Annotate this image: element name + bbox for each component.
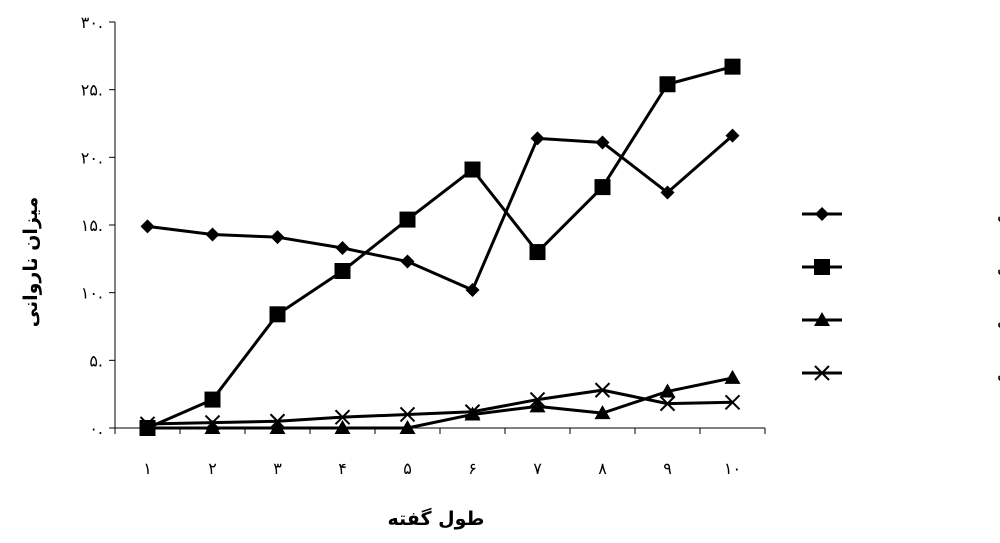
data-point-triangle bbox=[334, 420, 351, 434]
data-point-diamond bbox=[270, 230, 285, 245]
data-point-square bbox=[529, 244, 546, 261]
legend-marker-diamond bbox=[815, 207, 829, 221]
data-point-triangle bbox=[269, 420, 286, 434]
x-axis-title: طول گفته bbox=[388, 507, 485, 530]
x-tick-label: ۶ bbox=[468, 459, 477, 478]
data-point-square bbox=[659, 76, 676, 93]
data-point-x bbox=[139, 416, 156, 432]
series-group bbox=[139, 58, 741, 436]
data-point-x bbox=[399, 406, 416, 423]
y-axis-ticks: ۰. ۵. ۱۰. ۱۵. ۲۰. ۲۵. ۳۰. bbox=[81, 13, 115, 438]
x-tick-label: ۷ bbox=[533, 459, 542, 478]
data-point-square bbox=[269, 306, 286, 323]
data-point-x bbox=[464, 404, 481, 420]
data-point-diamond bbox=[400, 254, 415, 269]
legend-item: پیچیده-غیرلکنتی bbox=[802, 363, 1000, 384]
data-point-square bbox=[464, 161, 481, 178]
data-point-x bbox=[594, 382, 611, 398]
data-point-square bbox=[399, 211, 416, 228]
data-point-x bbox=[724, 394, 741, 410]
series-x bbox=[139, 382, 741, 432]
legend-item: پیچیده-لکنتی bbox=[802, 257, 1000, 278]
series-square bbox=[139, 58, 741, 436]
y-tick-label: ۰. bbox=[89, 419, 103, 438]
legend-label: پیچیده-لکنتی bbox=[997, 257, 1000, 278]
x-tick-label: ۳ bbox=[273, 459, 282, 478]
series-line bbox=[147, 134, 734, 292]
data-point-diamond bbox=[140, 219, 155, 234]
legend: ساده-لکنتی پیچیده-لکنتی ساده-غیرلکنتی پیچید… bbox=[802, 204, 1000, 384]
data-point-diamond bbox=[465, 282, 480, 297]
x-tick-label: ۱۰ bbox=[724, 459, 741, 478]
data-point-x bbox=[529, 391, 546, 408]
legend-marker-x bbox=[814, 365, 830, 381]
data-point-square bbox=[334, 263, 351, 280]
x-tick-label: ۹ bbox=[663, 459, 672, 478]
series-line bbox=[147, 388, 733, 426]
y-tick-label: ۱۰. bbox=[81, 284, 103, 303]
data-point-diamond bbox=[725, 128, 740, 143]
data-point-triangle bbox=[204, 420, 221, 434]
y-tick-label: ۱۵. bbox=[81, 216, 103, 235]
y-axis-title: میزان ناروانی bbox=[20, 197, 42, 328]
x-tick-label: ۲ bbox=[208, 459, 217, 478]
y-tick-label: ۲۵. bbox=[81, 81, 103, 100]
x-tick-label: ۴ bbox=[338, 459, 347, 478]
x-axis-ticks: ۱ ۲ ۳ ۴ ۵ ۶ ۷ ۸ ۹ ۱۰ bbox=[114, 428, 766, 478]
data-point-triangle bbox=[139, 420, 156, 434]
data-point-x bbox=[334, 409, 351, 425]
y-tick-label: ۲۰. bbox=[81, 148, 103, 167]
data-point-triangle bbox=[399, 420, 416, 434]
legend-marker-triangle bbox=[814, 312, 830, 326]
data-point-diamond bbox=[660, 185, 675, 200]
y-tick-label: ۵. bbox=[89, 351, 103, 370]
series-line bbox=[146, 65, 733, 430]
data-point-diamond bbox=[205, 227, 220, 242]
data-point-diamond bbox=[335, 241, 350, 256]
data-point-triangle bbox=[529, 398, 546, 413]
data-point-triangle bbox=[724, 369, 741, 384]
data-point-square bbox=[724, 58, 741, 75]
series-line bbox=[147, 376, 733, 430]
legend-item: ساده-لکنتی bbox=[802, 204, 1000, 225]
data-point-diamond bbox=[530, 131, 545, 146]
legend-marker-square bbox=[814, 259, 830, 275]
data-point-square bbox=[594, 179, 611, 196]
data-point-x bbox=[269, 413, 286, 429]
legend-label: ساده-لکنتی bbox=[997, 204, 1000, 225]
y-tick-label: ۳۰. bbox=[81, 13, 103, 32]
x-tick-label: ۱ bbox=[143, 459, 152, 478]
series-diamond bbox=[140, 128, 740, 297]
data-point-triangle bbox=[659, 383, 676, 398]
data-point-square bbox=[204, 391, 221, 408]
data-point-triangle bbox=[594, 405, 611, 420]
data-point-x bbox=[204, 414, 221, 431]
x-tick-label: ۵ bbox=[403, 459, 412, 478]
legend-label: پیچیده-غیرلکنتی bbox=[997, 363, 1000, 384]
legend-item: ساده-غیرلکنتی bbox=[802, 310, 1000, 331]
x-tick-label: ۸ bbox=[598, 459, 607, 478]
data-point-diamond bbox=[595, 135, 610, 150]
legend-label: ساده-غیرلکنتی bbox=[997, 310, 1000, 331]
data-point-x bbox=[659, 395, 676, 412]
